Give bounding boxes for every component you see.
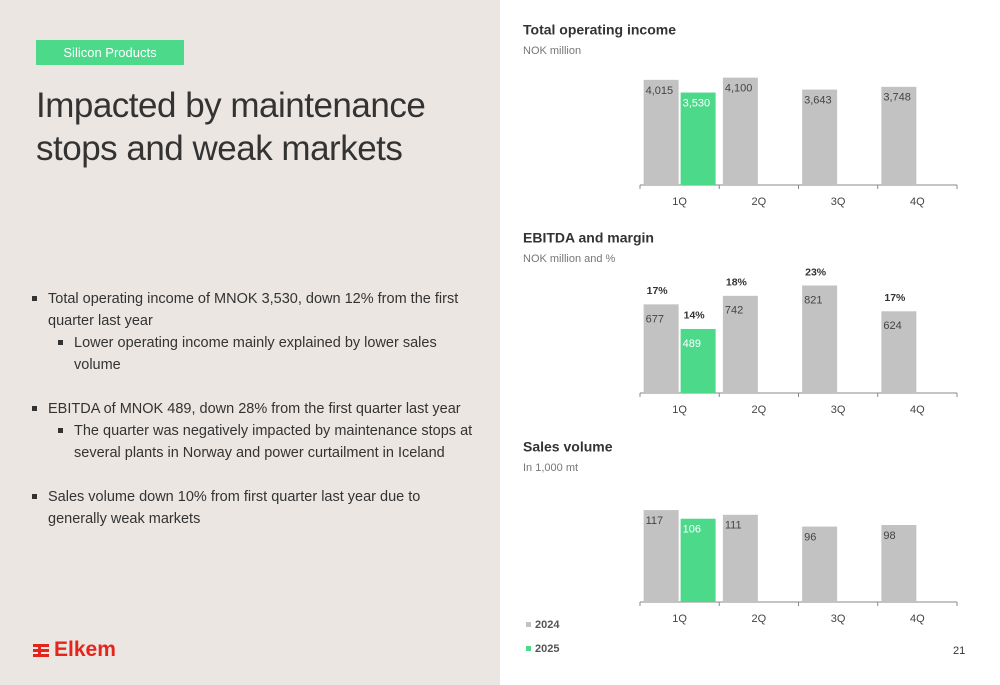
value-label: 117 [646, 515, 664, 527]
chart-subtitle: NOK million and % [523, 253, 616, 265]
bar [881, 311, 917, 393]
margin-label: 17% [884, 292, 906, 304]
value-label: 489 [683, 338, 701, 350]
section-tag: Silicon Products [36, 40, 184, 65]
value-label: 98 [883, 530, 895, 542]
page-number: 21 [953, 645, 966, 657]
x-tick-label: 3Q [831, 404, 846, 416]
x-tick-label: 4Q [910, 196, 925, 208]
value-label: 106 [683, 524, 701, 536]
value-label: 3,643 [804, 94, 832, 106]
logo-text: Elkem [54, 638, 116, 661]
bar [881, 86, 917, 185]
value-label: 96 [804, 531, 816, 543]
bullet-text: Sales volume down 10% from first quarter… [48, 489, 421, 527]
sub-list: The quarter was negatively impacted by m… [48, 420, 480, 464]
margin-label: 18% [726, 277, 748, 289]
value-label: 821 [804, 294, 822, 306]
x-tick-label: 3Q [831, 613, 846, 625]
logo-icon [33, 644, 49, 657]
value-label: 111 [725, 520, 742, 532]
legend-label: 2024 [535, 619, 560, 631]
legend-swatch [526, 622, 531, 627]
legend-label: 2025 [535, 643, 559, 655]
left-panel: Silicon Products Impacted by maintenance… [0, 0, 500, 685]
bar [722, 295, 758, 393]
bullet: Sales volume down 10% from first quarter… [30, 486, 480, 530]
bar [680, 328, 716, 393]
value-label: 3,748 [883, 92, 911, 104]
bar [643, 304, 679, 393]
value-label: 624 [883, 320, 901, 332]
value-label: 4,015 [646, 85, 674, 97]
bar [722, 514, 758, 602]
x-tick-label: 2Q [752, 613, 767, 625]
x-tick-label: 4Q [910, 613, 925, 625]
sub-list: Lower operating income mainly explained … [48, 332, 480, 376]
bullet: EBITDA of MNOK 489, down 28% from the fi… [30, 398, 480, 464]
bar [643, 79, 679, 185]
bar [680, 92, 716, 185]
bullet: Total operating income of MNOK 3,530, do… [30, 288, 480, 376]
x-tick-label: 2Q [752, 196, 767, 208]
bar [881, 525, 917, 602]
bar [680, 518, 716, 602]
chart-title: Sales volume [523, 439, 613, 455]
bar [643, 510, 679, 602]
x-tick-label: 1Q [672, 196, 687, 208]
margin-label: 14% [684, 310, 706, 322]
value-label: 742 [725, 305, 743, 317]
chart-title: Total operating income [523, 22, 676, 38]
bullet-text: EBITDA of MNOK 489, down 28% from the fi… [48, 401, 461, 417]
margin-label: 17% [647, 285, 669, 297]
chart-title: EBITDA and margin [523, 230, 654, 246]
sub-bullet: The quarter was negatively impacted by m… [48, 420, 480, 464]
legend-swatch [526, 646, 531, 651]
logo: Elkem [32, 638, 116, 662]
sub-bullet: Lower operating income mainly explained … [48, 332, 480, 376]
margin-label: 23% [805, 266, 827, 278]
slide-title: Impacted by maintenance stops and weak m… [36, 86, 426, 168]
x-tick-label: 3Q [831, 196, 846, 208]
x-tick-label: 4Q [910, 404, 925, 416]
bar [802, 285, 838, 393]
x-tick-label: 1Q [672, 613, 687, 625]
chart-subtitle: In 1,000 mt [523, 462, 578, 474]
bar [802, 526, 838, 602]
value-label: 677 [646, 313, 664, 325]
charts: Total operating income NOK million 1Q 4,015… [523, 22, 958, 655]
x-tick-label: 1Q [672, 404, 687, 416]
bullet-list: Total operating income of MNOK 3,530, do… [30, 288, 480, 552]
x-tick-label: 2Q [752, 404, 767, 416]
chart-subtitle: NOK million [523, 45, 581, 57]
bar [802, 89, 838, 185]
bullet-text: Total operating income of MNOK 3,530, do… [48, 291, 459, 329]
bar [722, 77, 758, 185]
value-label: 3,530 [683, 97, 711, 109]
value-label: 4,100 [725, 83, 753, 95]
